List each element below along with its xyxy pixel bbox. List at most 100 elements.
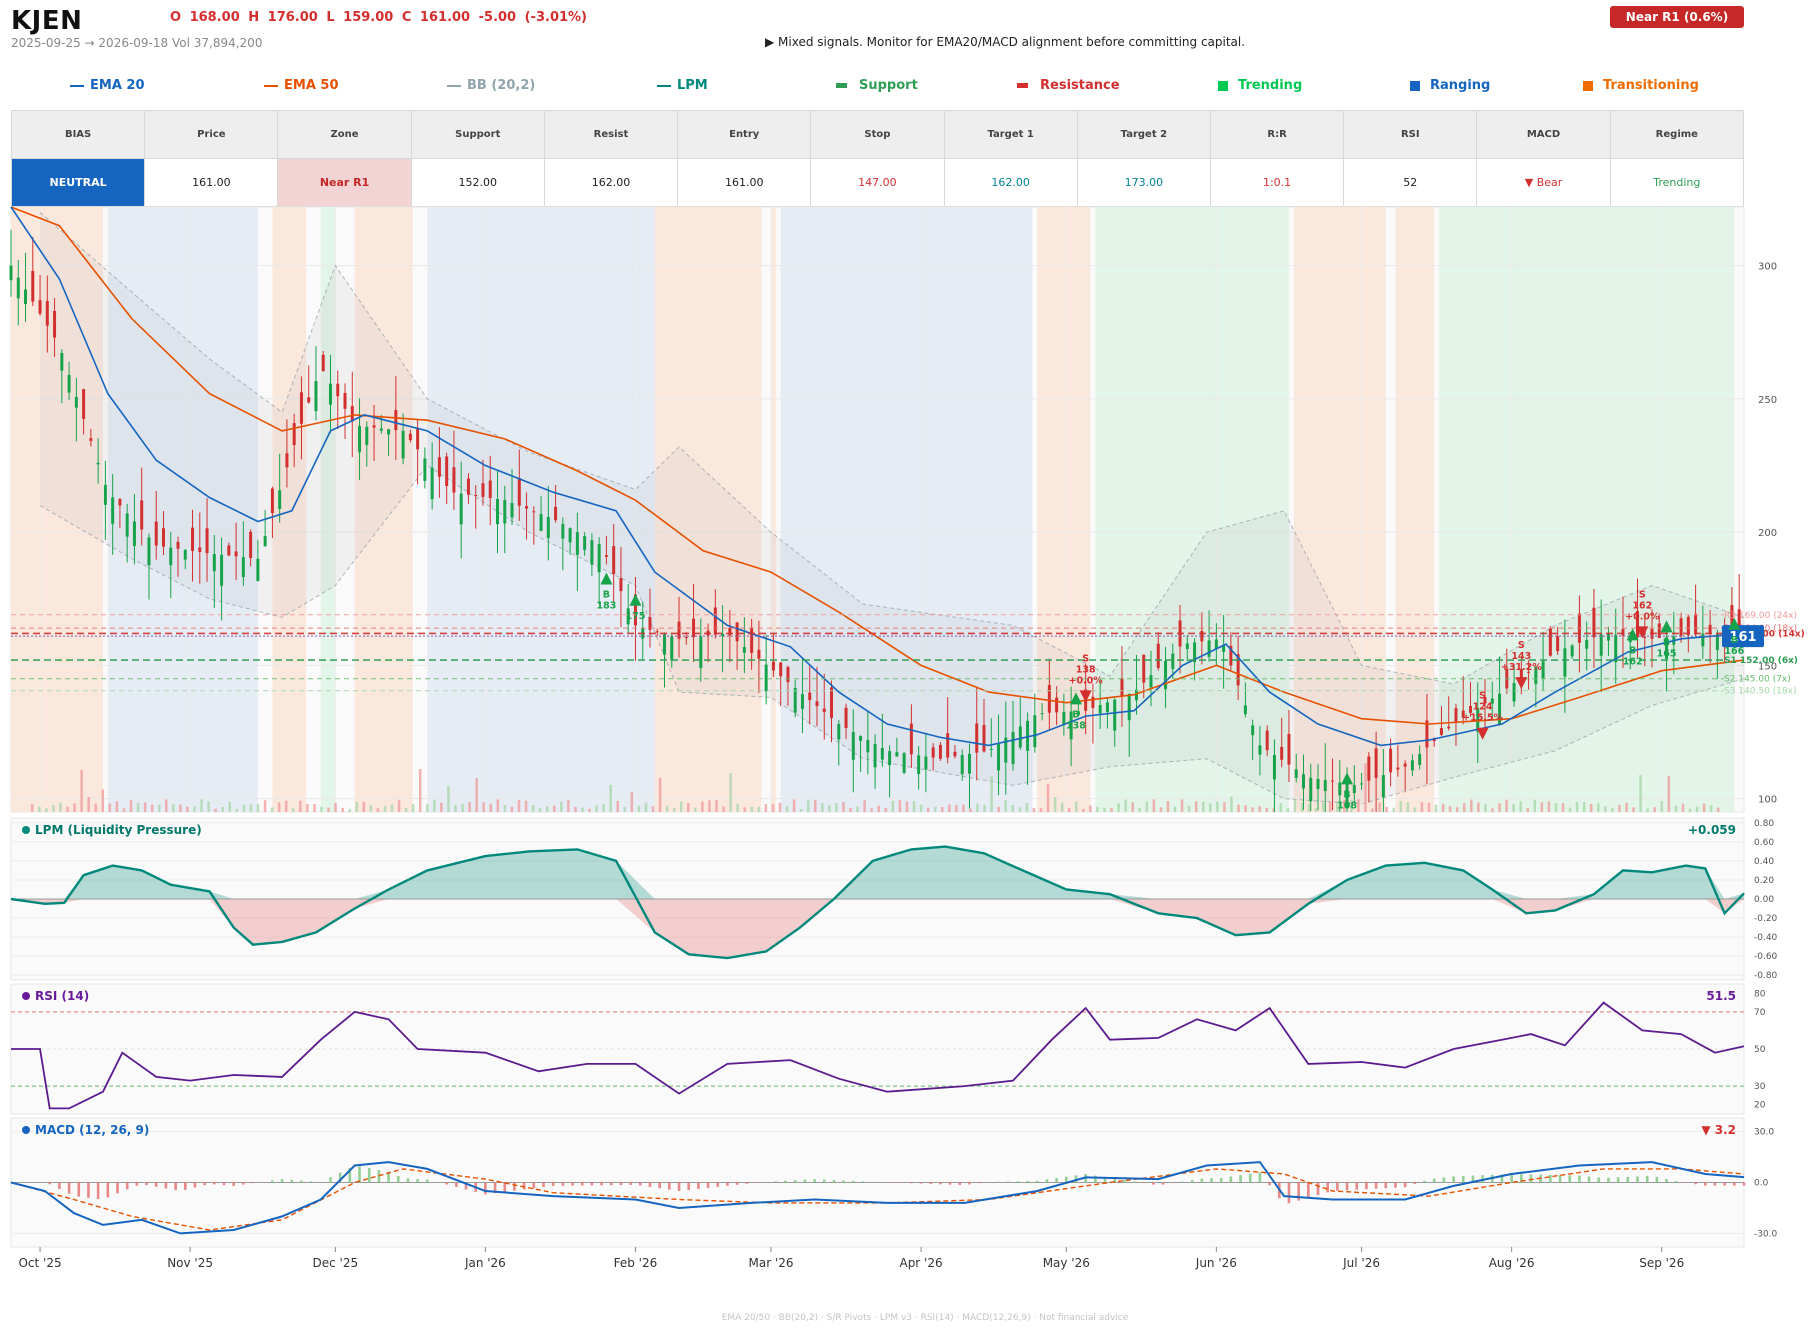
candle-body [590,540,594,565]
candle-body [721,633,725,637]
volume-bar [863,800,866,812]
macd-histogram-bar [1152,1182,1155,1185]
volume-bar [426,804,429,812]
footer-note: EMA 20/50 · BB(20,2) · S/R Pivots · LPM … [721,1313,1129,1323]
candle-body [1556,636,1560,652]
volume-bar [390,804,394,812]
volume-bar [1625,802,1628,812]
volume-bar [313,804,316,812]
volume-bar [292,808,295,812]
candle-body [1563,648,1567,677]
macd-histogram-bar [1529,1174,1533,1183]
volume-bar [870,808,873,812]
volume-bar [969,808,972,812]
macd-histogram-bar [1074,1175,1078,1183]
volume-bar [771,804,775,812]
x-axis-tick-label: Aug '26 [1489,1256,1535,1270]
volume-bar [1145,801,1149,812]
volume-bar [270,807,274,812]
macd-histogram-bar [1132,1181,1136,1183]
volume-bar [31,804,34,812]
volume-bar [1251,807,1254,812]
candle-body [183,549,187,560]
macd-histogram-bar [435,1181,439,1183]
candle-body [1701,633,1705,647]
volume-bar [1194,801,1198,812]
buy-signal-icon [1660,620,1673,633]
volume-bar [383,805,387,812]
candle-body [1018,726,1022,748]
candle-body [1142,654,1146,683]
volume-bar [1702,803,1706,812]
legend-swatch-icon [447,84,461,87]
macd-histogram-bar [1674,1181,1678,1183]
volume-bar [1385,806,1388,812]
regime-band-transitioning [1395,207,1435,812]
lpm-tick-label: 0.40 [1754,857,1774,867]
candle-body [800,694,804,709]
stats-header-macd: MACD [1476,110,1611,159]
candle-body [1585,639,1589,649]
volume-bar [115,801,119,812]
macd-title: MACD (12, 26, 9) [35,1123,149,1137]
candle-body [1171,653,1175,669]
volume-bar [369,805,373,812]
candle-body [663,634,667,655]
bollinger-upper-line [39,211,1745,685]
macd-histogram-bar [774,1181,778,1183]
volume-bar [1300,802,1304,812]
candle-body [851,732,855,760]
macd-histogram-bar [280,1179,284,1183]
candle-body [205,528,209,554]
candle-body [1367,756,1371,781]
macd-histogram-bar [881,1182,884,1183]
ticker-symbol: KJEN [11,6,83,36]
volume-bar [983,804,986,812]
legend-item-support: Support [836,78,918,93]
volume-bar [835,803,838,812]
volume-bar [475,777,478,812]
candle-body [742,647,746,653]
candle-body [249,531,253,559]
volume-bar [1716,807,1720,812]
volume-bar [679,801,683,812]
candle-body [1047,685,1051,713]
volume-bar [637,805,641,812]
lpm-tick-label: 0.60 [1754,838,1774,848]
candle-body [888,751,892,766]
volume-bar [912,801,916,812]
volume-bar [1060,802,1064,812]
x-axis-tick-label: Apr '26 [899,1256,942,1270]
volume-bar [1180,799,1184,812]
macd-histogram-bar [1055,1178,1058,1183]
macd-histogram-bar [910,1182,913,1184]
volume-bar [1604,806,1607,812]
candle-body [866,740,870,753]
sell-signal-label: S [1518,640,1525,651]
candle-body [1011,732,1015,764]
price-tick-label: 100 [1758,795,1777,806]
lpm-tick-label: -0.80 [1754,971,1778,981]
volume-bar [1448,806,1452,812]
volume-bar [1230,796,1233,812]
candle-body [1287,733,1291,765]
candle-body [191,527,195,551]
lpm-tick-label: 0.80 [1754,819,1774,829]
macd-histogram-bar [464,1182,468,1190]
candle-body [365,426,369,445]
macd-histogram-bar [513,1182,516,1191]
volume-bar [602,804,605,812]
volume-bar [1695,806,1699,812]
volume-bar [806,800,810,812]
volume-bar [531,804,535,812]
volume-bar [108,803,112,812]
level-label-r1: R1 162.00 (14x) [1724,629,1805,639]
macd-histogram-bar [1006,1181,1010,1183]
candle-body [604,555,608,557]
macd-histogram-bar [1210,1178,1213,1183]
volume-bar [1110,808,1113,812]
candle-body [844,707,848,729]
volume-bar [221,806,224,812]
volume-bar [933,806,937,812]
macd-histogram-bar [232,1182,235,1186]
